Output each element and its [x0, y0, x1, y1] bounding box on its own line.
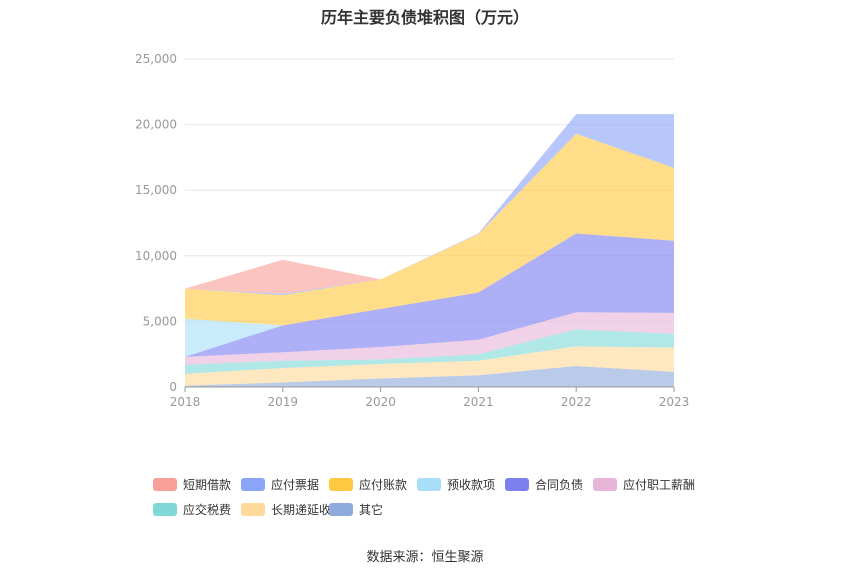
y-tick-label: 5,000 [143, 314, 177, 328]
legend-item[interactable]: 应付职工薪酬 [593, 476, 695, 493]
legend-label: 应付账款 [359, 478, 408, 492]
area-series [185, 346, 674, 386]
data-source-note: 数据来源：恒生聚源 [366, 550, 484, 565]
y-tick-label: 20,000 [135, 118, 177, 132]
area-series [185, 312, 674, 365]
legend-item[interactable]: 应付账款 [329, 476, 417, 493]
stacked-areas [185, 114, 674, 387]
legend-label: 长期递延收益 [271, 503, 344, 517]
x-tick-label: 2022 [561, 395, 592, 409]
legend-label: 应交税费 [183, 503, 232, 517]
legend-swatch [505, 478, 529, 491]
legend-label: 预收款项 [447, 478, 496, 492]
chart-title: 历年主要负债堆积图（万元） [320, 8, 529, 27]
legend-swatch [593, 478, 617, 491]
legend-item[interactable]: 合同负债 [505, 476, 593, 493]
legend-item[interactable]: 预收款项 [417, 476, 505, 493]
chart-plot: 0 5,000 10,000 15,000 20,000 25,000 2018 2019 20… [135, 52, 689, 409]
legend-swatch [153, 503, 177, 516]
legend-label: 合同负债 [535, 478, 584, 492]
area-series [185, 133, 674, 326]
legend-label: 短期借款 [183, 478, 232, 492]
area-series [185, 329, 674, 374]
legend-label: 应付职工薪酬 [623, 478, 696, 492]
legend-label: 其它 [359, 503, 384, 517]
legend-row: 应交税费 长期递延收益 其它 [153, 497, 713, 522]
axes: 0 5,000 10,000 15,000 20,000 25,000 2018 2019 20… [135, 52, 689, 409]
legend-row: 短期借款 应付票据 应付账款 预收款项 合同负债 应付职工薪酬 [153, 472, 713, 497]
area-series [185, 114, 674, 296]
legend-item[interactable]: 其它 [329, 501, 417, 518]
x-tick-label: 2018 [170, 395, 201, 409]
x-tick-label: 2019 [268, 395, 299, 409]
y-tick-label: 25,000 [135, 52, 177, 66]
legend-item[interactable]: 应付票据 [241, 476, 329, 493]
legend-swatch [417, 478, 441, 491]
x-tick-label: 2023 [659, 395, 690, 409]
legend-swatch [241, 503, 265, 516]
area-series [185, 366, 674, 387]
x-tick-label: 2020 [365, 395, 396, 409]
area-series [185, 114, 674, 294]
y-tick-label: 15,000 [135, 183, 177, 197]
area-series [185, 233, 674, 357]
x-tick-label: 2021 [463, 395, 494, 409]
legend: 短期借款 应付票据 应付账款 预收款项 合同负债 应付职工薪酬 应交税费 长期递延收益 其它 [153, 472, 713, 522]
legend-swatch [329, 503, 353, 516]
legend-item[interactable]: 短期借款 [153, 476, 241, 493]
legend-label: 应付票据 [271, 478, 320, 492]
legend-item[interactable]: 应交税费 [153, 501, 241, 518]
y-tick-label: 0 [169, 380, 177, 394]
legend-swatch [329, 478, 353, 491]
y-tick-label: 10,000 [135, 249, 177, 263]
legend-swatch [153, 478, 177, 491]
legend-item[interactable]: 长期递延收益 [241, 501, 343, 518]
legend-swatch [241, 478, 265, 491]
